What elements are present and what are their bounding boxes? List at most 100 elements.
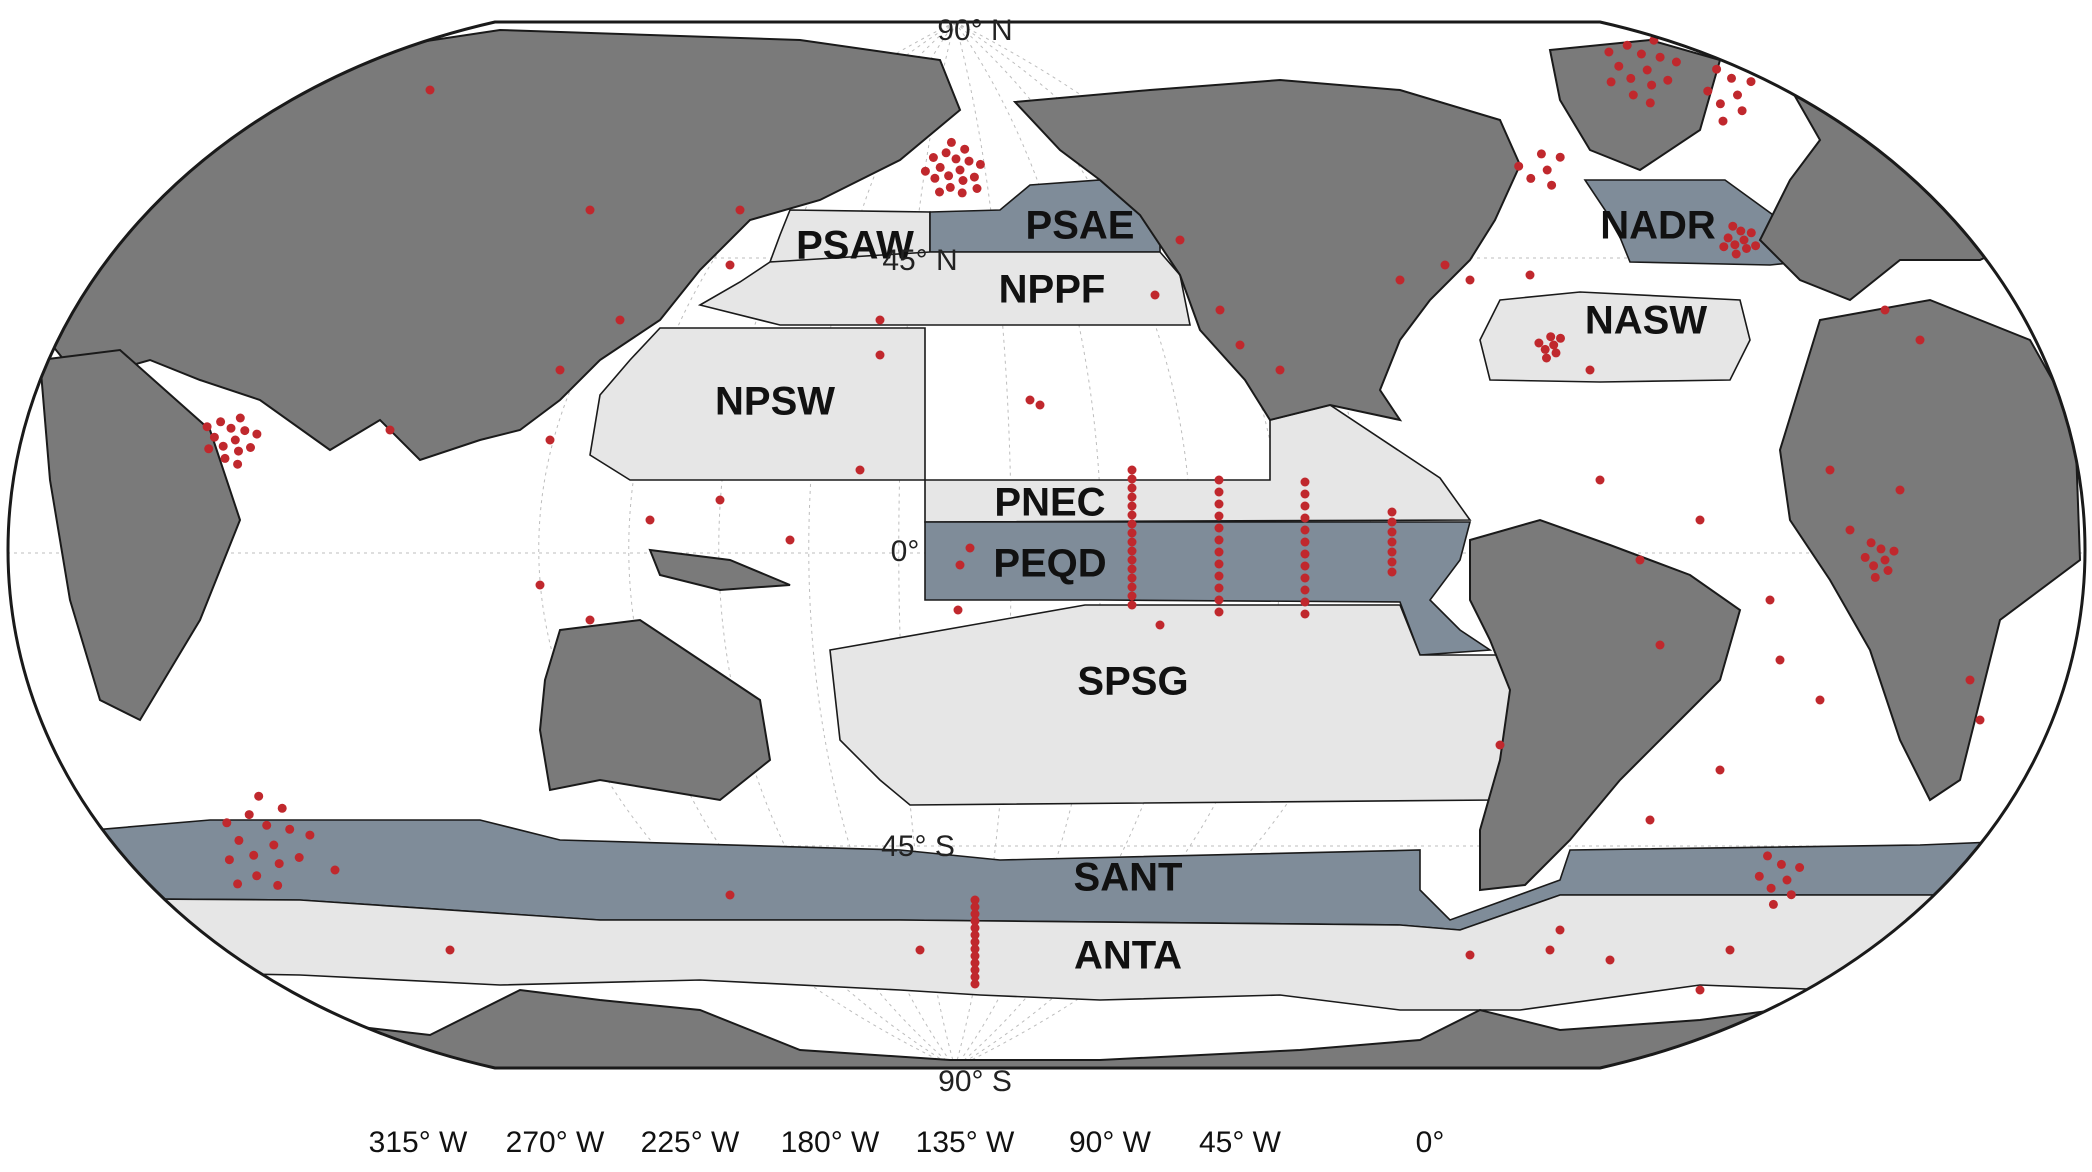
lon-label: 0°	[1416, 1126, 1445, 1159]
sample-point	[1606, 77, 1616, 87]
sample-point	[1127, 582, 1137, 592]
sample-point	[1465, 275, 1475, 285]
sample-point	[1150, 290, 1160, 300]
sample-point	[1547, 180, 1557, 190]
sample-point	[1733, 90, 1742, 100]
land-north-america	[1012, 78, 1522, 422]
sample-point	[1300, 597, 1310, 607]
sample-point	[944, 171, 954, 181]
sample-point	[970, 923, 980, 933]
sample-point	[1235, 340, 1245, 350]
sample-point	[1214, 511, 1224, 521]
sample-point	[1214, 499, 1224, 509]
sample-point	[1695, 985, 1705, 995]
sample-point	[274, 859, 284, 869]
land-africa-west	[38, 348, 242, 722]
province-nppf	[697, 251, 1191, 326]
sample-point	[970, 909, 980, 919]
sample-point	[294, 853, 304, 862]
sample-points	[202, 35, 1985, 1005]
sample-point	[1636, 49, 1646, 59]
sample-point	[1495, 740, 1505, 750]
sample-point	[1723, 233, 1733, 243]
sample-point	[1768, 899, 1778, 909]
sample-point	[1860, 552, 1870, 562]
sample-point	[1975, 715, 1985, 725]
province-anta	[8, 894, 2085, 1011]
sample-point	[1647, 80, 1657, 90]
sample-point	[535, 580, 545, 590]
sample-point	[1730, 240, 1740, 250]
sample-point	[1214, 595, 1224, 605]
label-sant: SANT	[1074, 856, 1183, 900]
sample-point	[957, 188, 967, 198]
sample-point	[1889, 546, 1899, 556]
sample-point	[202, 422, 212, 432]
sample-point	[945, 182, 955, 192]
sample-point	[1815, 695, 1825, 705]
sample-point	[246, 443, 255, 452]
sample-point	[725, 890, 735, 900]
sample-point	[1035, 400, 1045, 410]
lat-label-45s: 45° S	[881, 830, 955, 863]
sample-point	[1542, 165, 1552, 175]
sample-point	[1214, 559, 1224, 569]
sample-point	[1585, 365, 1595, 375]
label-npsw: NPSW	[715, 380, 835, 424]
sample-point	[1127, 555, 1137, 565]
sample-point	[970, 944, 980, 954]
sample-point	[285, 824, 295, 834]
lon-label: 315° W	[369, 1126, 468, 1159]
sample-point	[1855, 995, 1865, 1005]
sample-point	[1626, 73, 1636, 83]
sample-point	[1300, 549, 1310, 559]
sample-point	[615, 315, 625, 325]
sample-point	[224, 855, 234, 865]
label-nadr: NADR	[1600, 204, 1716, 248]
sample-point	[965, 543, 975, 553]
land-new-guinea	[648, 548, 791, 592]
sample-point	[1127, 537, 1137, 547]
land-greenland	[1548, 38, 1722, 172]
sample-point	[252, 871, 262, 881]
sample-point	[1127, 465, 1137, 475]
sample-point	[1645, 815, 1655, 825]
sample-point	[1540, 344, 1550, 354]
sample-point	[1635, 555, 1645, 565]
sample-point	[1718, 116, 1728, 126]
sample-point	[252, 429, 262, 439]
sample-point	[1715, 765, 1725, 775]
sample-point	[1214, 487, 1224, 497]
sample-point	[970, 895, 980, 905]
sample-point	[1127, 600, 1137, 610]
sample-point	[958, 176, 968, 185]
sample-point	[915, 945, 925, 955]
province-labels: PSAW PSAE NPPF NPSW PNEC PEQD SPSG SANT …	[715, 204, 1716, 978]
lon-label: 45° W	[1199, 1126, 1282, 1159]
sample-point	[1300, 537, 1310, 547]
sample-point	[1614, 61, 1624, 71]
province-peqd	[924, 521, 1493, 656]
sample-point	[970, 958, 980, 968]
sample-point	[226, 423, 236, 433]
label-nppf: NPPF	[999, 268, 1106, 312]
sample-point	[1215, 305, 1225, 315]
sample-point	[960, 144, 970, 154]
sample-point	[1870, 572, 1880, 582]
sample-point	[1214, 583, 1224, 593]
lat-label-45n: 45° N	[882, 244, 957, 277]
sample-point	[1555, 925, 1565, 935]
sample-point	[1214, 535, 1224, 545]
sample-point	[875, 350, 885, 360]
sample-point	[1542, 353, 1551, 363]
sample-point	[935, 162, 945, 172]
label-anta: ANTA	[1074, 934, 1182, 978]
sample-point	[1825, 465, 1835, 475]
sample-point	[920, 166, 930, 176]
label-psaw: PSAW	[796, 224, 914, 268]
sample-point	[928, 153, 938, 162]
sample-point	[935, 187, 944, 197]
sample-point	[1766, 883, 1776, 893]
sample-point	[946, 137, 956, 147]
sample-point	[1387, 557, 1397, 567]
